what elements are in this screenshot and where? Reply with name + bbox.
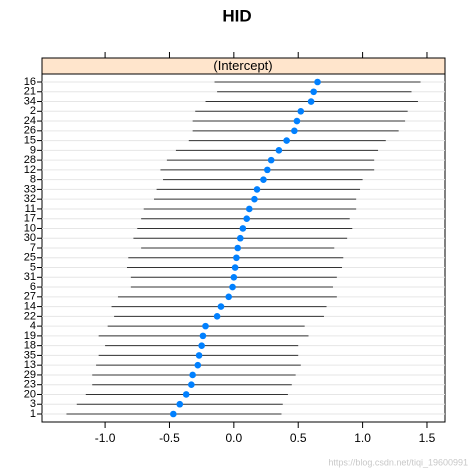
x-tick-label: 0.0 xyxy=(225,431,242,445)
x-tick-label: 0.5 xyxy=(290,431,307,445)
point xyxy=(195,352,203,359)
point xyxy=(233,254,240,262)
point xyxy=(264,166,271,174)
y-tick-label: 9 xyxy=(30,144,36,156)
point xyxy=(275,147,283,154)
point xyxy=(310,88,317,96)
y-tick-label: 5 xyxy=(30,261,36,273)
point xyxy=(251,195,258,203)
point xyxy=(182,391,190,398)
y-tick-label: 8 xyxy=(30,174,36,186)
point xyxy=(253,186,261,193)
y-tick-label: 33 xyxy=(24,183,36,195)
y-tick-label: 14 xyxy=(24,300,36,312)
point xyxy=(267,156,275,164)
y-tick-label: 23 xyxy=(24,379,36,391)
y-tick-label: 6 xyxy=(30,281,36,293)
y-tick-label: 26 xyxy=(24,125,36,137)
point xyxy=(202,322,209,330)
y-tick-label: 29 xyxy=(24,369,36,381)
point xyxy=(297,107,305,115)
point xyxy=(225,293,232,301)
point xyxy=(189,371,196,379)
y-tick-label: 34 xyxy=(24,95,36,107)
strip-label: (Intercept) xyxy=(213,58,272,73)
point xyxy=(188,381,195,389)
y-tick-label: 7 xyxy=(30,242,36,254)
point xyxy=(230,273,238,281)
point xyxy=(217,303,225,310)
point xyxy=(307,98,315,105)
point xyxy=(314,78,321,86)
y-tick-label: 17 xyxy=(24,213,36,225)
point xyxy=(291,127,298,135)
y-tick-label: 19 xyxy=(24,330,36,342)
y-tick-label: 35 xyxy=(24,349,36,361)
point xyxy=(194,361,202,369)
y-tick-label: 13 xyxy=(24,359,36,371)
point xyxy=(243,215,251,223)
y-tick-label: 31 xyxy=(24,271,36,283)
x-tick-label: -1.0 xyxy=(95,431,116,445)
y-tick-label: 2 xyxy=(30,105,36,117)
point xyxy=(293,117,301,125)
y-tick-label: 20 xyxy=(24,388,36,400)
y-tick-label: 16 xyxy=(24,76,36,88)
watermark: https://blog.csdn.net/tiqi_19600991 xyxy=(328,457,468,467)
point xyxy=(176,400,184,408)
y-tick-label: 18 xyxy=(24,340,36,352)
x-tick-label: 1.0 xyxy=(354,431,371,445)
y-tick-label: 27 xyxy=(24,291,36,303)
y-tick-label: 15 xyxy=(24,134,36,146)
chart-title: HID xyxy=(222,6,251,25)
y-tick-label: 22 xyxy=(24,310,36,322)
y-tick-label: 3 xyxy=(30,398,36,410)
point xyxy=(231,264,239,271)
point xyxy=(234,244,242,252)
point xyxy=(213,313,221,320)
point xyxy=(199,332,207,340)
y-tick-label: 11 xyxy=(25,203,36,215)
point xyxy=(236,234,244,242)
point xyxy=(198,342,205,349)
y-tick-label: 25 xyxy=(24,252,36,264)
point xyxy=(229,283,236,291)
y-tick-label: 28 xyxy=(24,154,36,166)
y-tick-label: 21 xyxy=(24,86,36,98)
point xyxy=(260,176,267,183)
y-tick-label: 24 xyxy=(24,115,36,127)
y-tick-label: 30 xyxy=(24,232,36,244)
point xyxy=(239,225,247,232)
y-tick-label: 10 xyxy=(24,222,36,234)
x-tick-label: 1.5 xyxy=(419,431,436,445)
y-tick-label: 32 xyxy=(24,193,36,205)
y-tick-label: 12 xyxy=(24,164,36,176)
y-tick-label: 4 xyxy=(30,320,36,332)
point xyxy=(245,205,253,213)
point xyxy=(170,410,177,418)
point xyxy=(283,137,290,144)
x-tick-label: -0.5 xyxy=(159,431,180,445)
y-tick-label: 1 xyxy=(30,408,36,420)
